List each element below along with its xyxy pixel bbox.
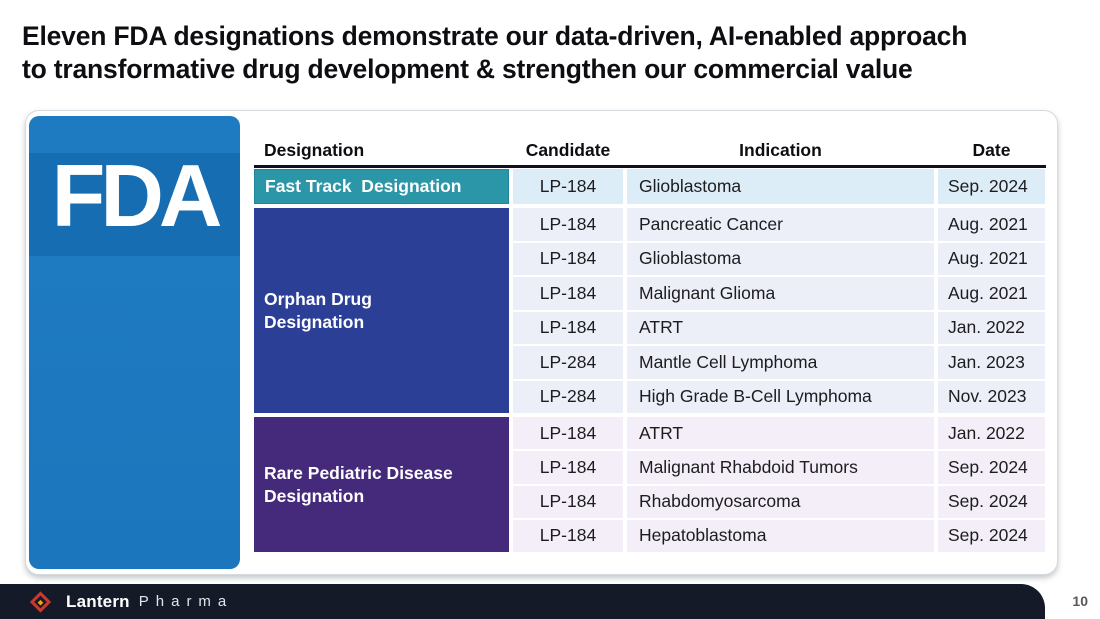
date-cell: Aug. 2021: [938, 242, 1045, 275]
date-cell: Sep. 2024: [938, 169, 1045, 204]
indication-cell: Rhabdomyosarcoma: [627, 485, 934, 518]
candidate-cell: LP-184: [513, 208, 623, 241]
table-row: LP-284 High Grade B-Cell Lymphoma Nov. 2…: [513, 380, 1046, 413]
page-number: 10: [1072, 593, 1088, 609]
brand-name-primary: Lantern: [66, 591, 130, 611]
table-header-row: Designation Candidate Indication Date: [254, 135, 1046, 168]
table-row: LP-184 Hepatoblastoma Sep. 2024: [513, 519, 1046, 552]
candidate-cell: LP-184: [513, 519, 623, 552]
designation-cell-fast-track: Fast Track Designation: [254, 169, 509, 204]
header-candidate: Candidate: [525, 139, 611, 160]
date-cell: Nov. 2023: [938, 380, 1045, 413]
indication-cell: Mantle Cell Lymphoma: [627, 346, 934, 379]
date-cell: Aug. 2021: [938, 208, 1045, 241]
candidate-cell: LP-184: [513, 417, 623, 450]
indication-cell: Malignant Rhabdoid Tumors: [627, 451, 934, 484]
section-rows: LP-184 ATRT Jan. 2022 LP-184 Malignant R…: [513, 417, 1046, 552]
brand-logo: Lantern Pharma: [66, 584, 233, 619]
date-cell: Jan. 2023: [938, 346, 1045, 379]
candidate-cell: LP-284: [513, 346, 623, 379]
footer-bar: Lantern Pharma: [0, 584, 1045, 619]
indication-cell: ATRT: [627, 311, 934, 344]
content-card: FDA Designation Candidate Indication Dat…: [25, 110, 1058, 575]
table-row: LP-184 ATRT Jan. 2022: [513, 417, 1046, 450]
table-row: LP-184 Glioblastoma Sep. 2024: [513, 169, 1046, 204]
date-cell: Aug. 2021: [938, 277, 1045, 310]
table-row: LP-284 Mantle Cell Lymphoma Jan. 2023: [513, 346, 1046, 379]
date-cell: Sep. 2024: [938, 451, 1045, 484]
candidate-cell: LP-184: [513, 485, 623, 518]
designation-cell-rare-pediatric: Rare Pediatric Disease Designation: [254, 417, 509, 552]
slide-title: Eleven FDA designations demonstrate our …: [22, 21, 968, 84]
indication-cell: Pancreatic Cancer: [627, 208, 934, 241]
indication-cell: Glioblastoma: [627, 242, 934, 275]
indication-cell: Glioblastoma: [627, 169, 934, 204]
fda-logo: FDA: [29, 116, 240, 569]
indication-cell: Malignant Glioma: [627, 277, 934, 310]
candidate-cell: LP-184: [513, 451, 623, 484]
section-rows: LP-184 Pancreatic Cancer Aug. 2021 LP-18…: [513, 208, 1046, 413]
table-row: LP-184 Rhabdomyosarcoma Sep. 2024: [513, 485, 1046, 518]
indication-cell: ATRT: [627, 417, 934, 450]
section-rows: LP-184 Glioblastoma Sep. 2024: [513, 169, 1046, 204]
table-row: LP-184 Pancreatic Cancer Aug. 2021: [513, 208, 1046, 241]
indication-cell: Hepatoblastoma: [627, 519, 934, 552]
header-date: Date: [972, 139, 1011, 160]
section-rare-pediatric: Rare Pediatric Disease Designation LP-18…: [254, 417, 1046, 552]
candidate-cell: LP-184: [513, 311, 623, 344]
indication-cell: High Grade B-Cell Lymphoma: [627, 380, 934, 413]
table-row: LP-184 ATRT Jan. 2022: [513, 311, 1046, 344]
date-cell: Jan. 2022: [938, 311, 1045, 344]
section-orphan-drug: Orphan Drug Designation LP-184 Pancreati…: [254, 208, 1046, 413]
candidate-cell: LP-284: [513, 380, 623, 413]
candidate-cell: LP-184: [513, 277, 623, 310]
candidate-cell: LP-184: [513, 169, 623, 204]
section-fast-track: Fast Track Designation LP-184 Glioblasto…: [254, 169, 1046, 204]
brand-name-secondary: Pharma: [138, 593, 234, 610]
fda-logo-text: FDA: [51, 146, 223, 245]
table-row: LP-184 Glioblastoma Aug. 2021: [513, 242, 1046, 275]
lantern-diamond-inner: [37, 598, 44, 605]
date-cell: Jan. 2022: [938, 417, 1045, 450]
header-designation: Designation: [264, 139, 365, 160]
date-cell: Sep. 2024: [938, 519, 1045, 552]
candidate-cell: LP-184: [513, 242, 623, 275]
table-row: LP-184 Malignant Rhabdoid Tumors Sep. 20…: [513, 451, 1046, 484]
designation-cell-orphan-drug: Orphan Drug Designation: [254, 208, 509, 413]
designations-table: Designation Candidate Indication Date Fa…: [254, 135, 1046, 552]
header-indication: Indication: [739, 139, 822, 160]
table-row: LP-184 Malignant Glioma Aug. 2021: [513, 277, 1046, 310]
date-cell: Sep. 2024: [938, 485, 1045, 518]
lantern-diamond-icon: [29, 590, 52, 613]
